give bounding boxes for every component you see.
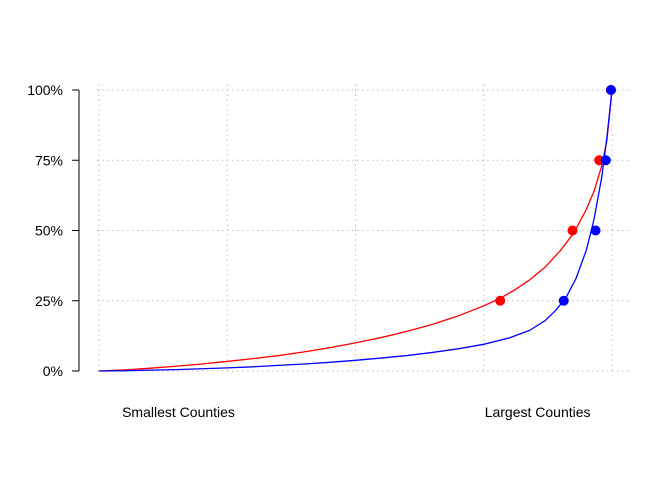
series-0-point: [567, 225, 578, 236]
series-0-point: [495, 295, 506, 306]
series-1-point: [600, 155, 611, 166]
y-tick-label: 0%: [43, 363, 63, 379]
series-line-0: [98, 89, 613, 372]
x-annotation-label: Smallest Counties: [122, 404, 235, 420]
series-1-point: [558, 295, 569, 306]
x-annotations: Smallest Counties Largest Counties: [122, 404, 590, 420]
series-1-point: [605, 85, 616, 95]
y-tick-label: 25%: [35, 293, 63, 309]
y-axis: 0% 25% 50% 75% 100%: [27, 82, 80, 379]
series-1-point: [590, 225, 601, 236]
y-tick-label: 50%: [35, 223, 63, 239]
y-tick-label: 100%: [27, 82, 63, 98]
series-line-1: [98, 89, 613, 372]
y-tick-label: 75%: [35, 152, 63, 168]
x-annotation-label: Largest Counties: [485, 404, 591, 420]
grid: [97, 82, 630, 372]
series-layer: [98, 85, 616, 372]
